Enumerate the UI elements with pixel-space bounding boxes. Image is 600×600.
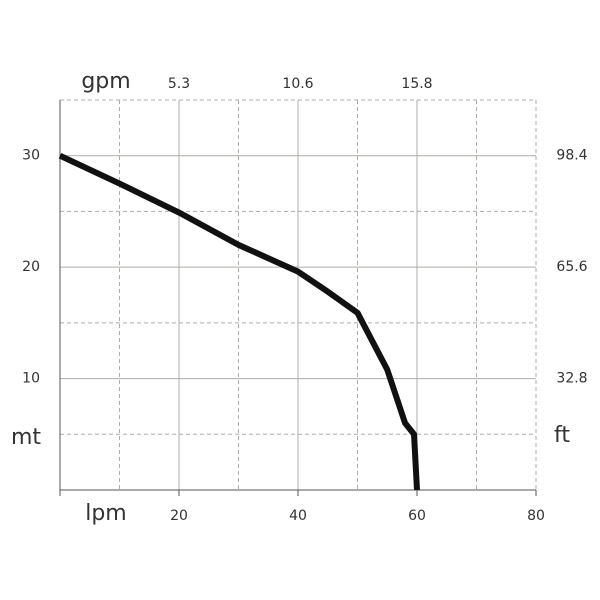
y-axis-unit: mt xyxy=(11,425,41,450)
x-tick-label: 20 xyxy=(170,508,188,524)
y-tick-label: 20 xyxy=(22,259,40,275)
x2-tick-label: 15.8 xyxy=(401,76,432,92)
x-tick-label: 60 xyxy=(408,508,426,524)
x-tick-label: 80 xyxy=(527,508,545,524)
y2-tick-label: 65.6 xyxy=(556,259,587,275)
y2-axis-unit: ft xyxy=(554,423,570,448)
y2-tick-label: 32.8 xyxy=(556,371,587,387)
y-tick-label: 10 xyxy=(22,371,40,387)
x2-tick-label: 10.6 xyxy=(282,76,313,92)
x-axis-unit: lpm xyxy=(85,501,127,526)
y-tick-label: 30 xyxy=(22,148,40,164)
x-tick-label: 40 xyxy=(289,508,307,524)
y2-tick-label: 98.4 xyxy=(556,148,587,164)
x2-tick-label: 5.3 xyxy=(168,76,190,92)
x2-axis-unit: gpm xyxy=(81,69,130,94)
curve xyxy=(58,152,420,491)
